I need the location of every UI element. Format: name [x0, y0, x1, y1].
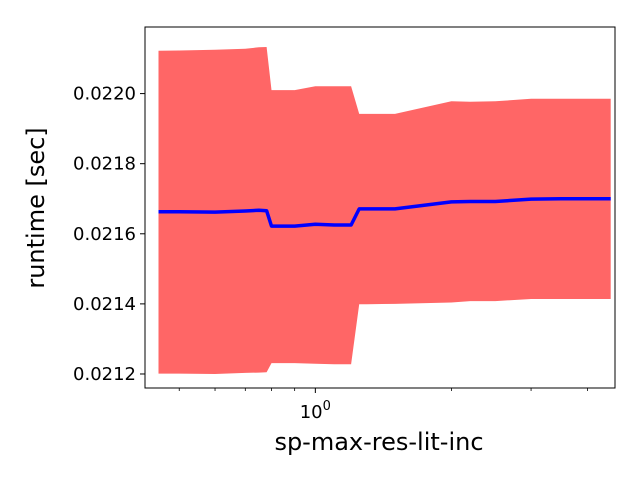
line-layer — [158, 196, 611, 228]
plot-area-frame — [144, 26, 616, 389]
y-tick-label: 0.0214 — [73, 294, 136, 315]
y-tick-label: 0.0220 — [73, 84, 136, 105]
x-axis-ticks: 100 — [178, 388, 588, 423]
mean-runtime-line — [158, 196, 611, 228]
y-tick-label: 0.0218 — [73, 154, 136, 175]
y-axis-ticks: 0.0212 0.0214 0.0216 0.0218 0.0220 — [73, 84, 145, 385]
y-tick-label: 0.0212 — [73, 364, 136, 385]
y-tick-label: 0.0216 — [73, 224, 136, 245]
y-axis-label: runtime [sec] — [22, 127, 50, 288]
x-tick-label: 100 — [300, 399, 331, 423]
x-axis-label: sp-max-res-lit-inc — [274, 428, 483, 456]
